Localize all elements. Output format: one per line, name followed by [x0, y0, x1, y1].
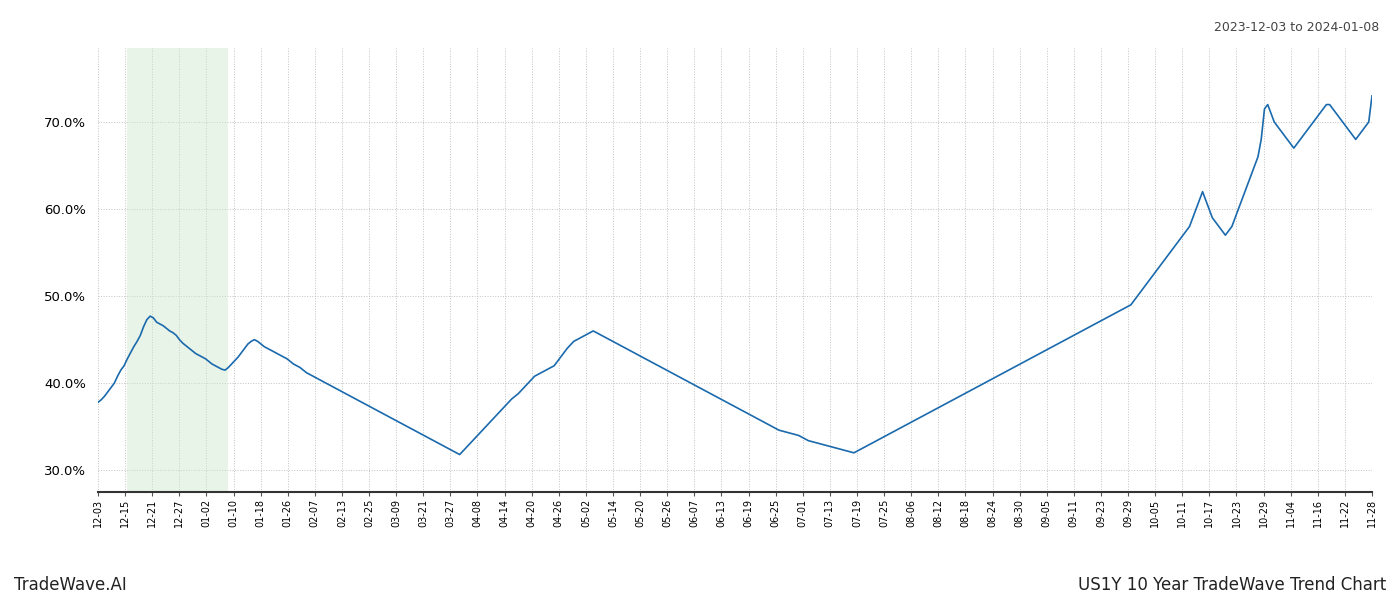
Text: US1Y 10 Year TradeWave Trend Chart: US1Y 10 Year TradeWave Trend Chart	[1078, 576, 1386, 594]
Text: 2023-12-03 to 2024-01-08: 2023-12-03 to 2024-01-08	[1214, 21, 1379, 34]
Bar	[127, 48, 228, 492]
Text: TradeWave.AI: TradeWave.AI	[14, 576, 127, 594]
